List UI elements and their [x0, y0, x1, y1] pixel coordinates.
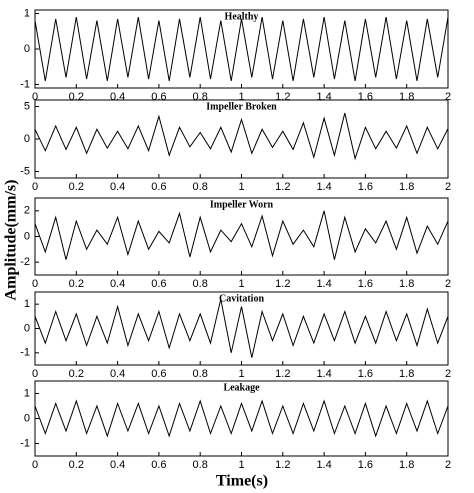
y-tick-label: 1 — [24, 7, 30, 19]
x-tick-label: 1.6 — [358, 278, 373, 290]
y-tick-label: 0 — [24, 43, 30, 55]
panel-title: Cavitation — [219, 293, 264, 304]
x-tick-label: 1.2 — [275, 278, 290, 290]
y-tick-label: 0 — [24, 133, 30, 145]
x-tick-label: 1.2 — [275, 91, 290, 103]
y-tick-label: -1 — [20, 347, 30, 359]
signal-line — [34, 399, 449, 438]
y-tick-label: -2 — [20, 256, 30, 268]
panel-title: Leakage — [223, 382, 260, 393]
signal-line — [34, 210, 449, 260]
x-tick-label: 1.8 — [399, 181, 414, 193]
x-tick-label: 1.8 — [399, 368, 414, 380]
panel-title: Impeller Broken — [206, 101, 277, 112]
x-tick-label: 1.4 — [316, 368, 331, 380]
x-tick-label: 0.8 — [193, 278, 208, 290]
x-tick-label: 1 — [238, 278, 244, 290]
x-tick-label: 0.8 — [193, 459, 208, 471]
y-tick-label: -1 — [20, 78, 30, 90]
x-tick-label: 0.6 — [151, 91, 166, 103]
x-tick-label: 1.2 — [275, 368, 290, 380]
y-tick-label: 0 — [24, 412, 30, 424]
x-tick-label: 0 — [32, 459, 38, 471]
x-tick-label: 1.2 — [275, 181, 290, 193]
x-tick-label: 1.6 — [358, 459, 373, 471]
x-tick-label: 0.2 — [69, 91, 84, 103]
y-tick-label: -5 — [20, 165, 30, 177]
x-tick-label: 1.6 — [358, 181, 373, 193]
y-tick-label: 2 — [24, 205, 30, 217]
x-tick-label: 0.4 — [110, 278, 125, 290]
x-tick-label: 2 — [445, 91, 451, 103]
y-axis-label: Amplitude(mm/s) — [3, 180, 20, 301]
x-tick-label: 0.6 — [151, 278, 166, 290]
y-tick-label: 0 — [24, 230, 30, 242]
x-tick-label: 1.4 — [316, 459, 331, 471]
x-tick-label: 0 — [32, 278, 38, 290]
x-tick-label: 1 — [238, 459, 244, 471]
signal-line — [34, 17, 449, 81]
x-tick-label: 2 — [445, 459, 451, 471]
x-tick-label: 1.2 — [275, 459, 290, 471]
x-tick-label: 0.4 — [110, 368, 125, 380]
x-tick-label: 1 — [238, 368, 244, 380]
x-tick-label: 1.4 — [316, 181, 331, 193]
x-tick-label: 2 — [445, 368, 451, 380]
x-tick-label: 1.8 — [399, 91, 414, 103]
x-tick-label: 0.4 — [110, 91, 125, 103]
y-tick-label: 1 — [24, 298, 30, 310]
x-tick-label: 1 — [238, 91, 244, 103]
x-tick-label: 0.2 — [69, 278, 84, 290]
x-tick-label: 1.6 — [358, 368, 373, 380]
x-tick-label: 1 — [238, 181, 244, 193]
signal-line — [34, 299, 449, 358]
x-tick-label: 1.8 — [399, 459, 414, 471]
x-tick-label: 0.2 — [69, 459, 84, 471]
x-tick-label: 0.4 — [110, 181, 125, 193]
y-tick-label: 1 — [24, 387, 30, 399]
x-tick-label: 1.8 — [399, 278, 414, 290]
x-axis-label: Time(s) — [216, 473, 268, 490]
x-tick-label: 0.4 — [110, 459, 125, 471]
panel-title: Healthy — [225, 11, 259, 22]
x-tick-label: 0.2 — [69, 368, 84, 380]
panel-title: Impeller Worn — [210, 199, 274, 210]
x-tick-label: 0 — [32, 181, 38, 193]
x-tick-label: 0.8 — [193, 368, 208, 380]
x-tick-label: 0 — [32, 368, 38, 380]
x-tick-label: 2 — [445, 278, 451, 290]
x-tick-label: 0.6 — [151, 368, 166, 380]
x-tick-label: 0.8 — [193, 181, 208, 193]
x-tick-label: 1.4 — [316, 278, 331, 290]
y-tick-label: -1 — [20, 437, 30, 449]
x-tick-label: 0.6 — [151, 181, 166, 193]
x-tick-label: 0.2 — [69, 181, 84, 193]
x-tick-label: 1.4 — [316, 91, 331, 103]
x-tick-label: 0.6 — [151, 459, 166, 471]
y-tick-label: 5 — [24, 100, 30, 112]
x-tick-label: 0 — [32, 91, 38, 103]
signal-line — [34, 112, 449, 161]
x-tick-label: 2 — [445, 181, 451, 193]
y-tick-label: 0 — [24, 322, 30, 334]
x-tick-label: 1.6 — [358, 91, 373, 103]
